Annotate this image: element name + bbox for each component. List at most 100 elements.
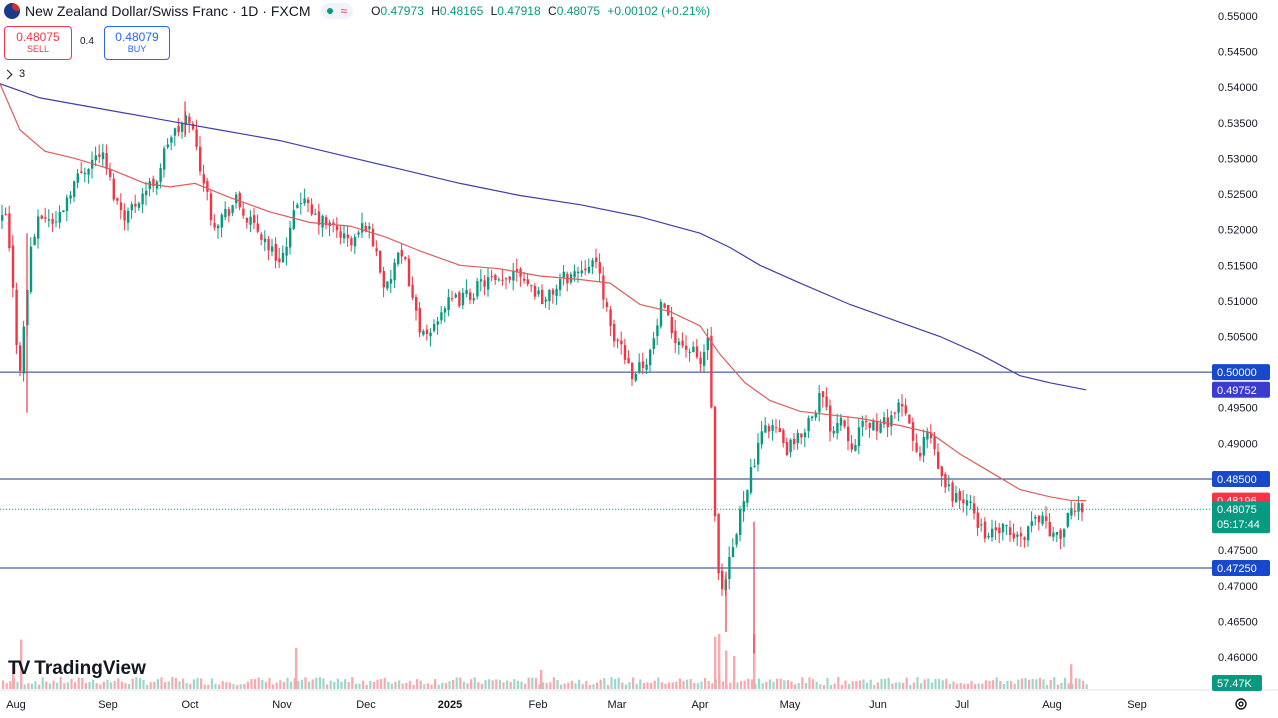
candle bbox=[1063, 529, 1066, 538]
volume-bar bbox=[711, 683, 714, 689]
candle bbox=[281, 252, 285, 263]
candle bbox=[807, 418, 810, 432]
candle bbox=[998, 527, 1001, 534]
candle bbox=[620, 340, 623, 345]
volume-bar bbox=[77, 677, 80, 689]
candle bbox=[825, 396, 828, 408]
volume-bar bbox=[372, 681, 375, 689]
volume-bar bbox=[837, 677, 840, 689]
volume-bar bbox=[956, 683, 959, 689]
current-price-tag: 0.48075 bbox=[1217, 504, 1257, 516]
volume-bar bbox=[700, 681, 703, 689]
volume-bar bbox=[1056, 684, 1059, 689]
candle bbox=[875, 421, 879, 432]
candle bbox=[850, 443, 853, 450]
ohlc-close-value: 0.48075 bbox=[556, 4, 601, 18]
volume-bar bbox=[894, 682, 897, 689]
tradingview-logo[interactable]: TV TradingView bbox=[8, 658, 146, 680]
candle bbox=[461, 292, 465, 306]
candle bbox=[656, 325, 659, 337]
volume-bar bbox=[268, 677, 271, 689]
volume-bar bbox=[668, 682, 671, 689]
volume-bar bbox=[556, 680, 559, 689]
volume-bar bbox=[1031, 678, 1034, 689]
candle bbox=[544, 299, 547, 302]
volume-bar bbox=[509, 681, 512, 689]
gear-icon[interactable] bbox=[1234, 697, 1248, 711]
candle bbox=[206, 180, 209, 192]
volume-bar bbox=[927, 678, 930, 689]
volume-bar bbox=[452, 679, 455, 689]
symbol-title[interactable]: New Zealand Dollar/Swiss Franc · 1D · FX… bbox=[25, 3, 311, 19]
indicators-toggle[interactable]: 3 bbox=[2, 68, 25, 80]
candle bbox=[267, 239, 270, 251]
candle bbox=[695, 346, 699, 358]
market-open-icon bbox=[326, 8, 333, 14]
volume-bar bbox=[858, 680, 861, 689]
candle bbox=[8, 213, 11, 249]
candle bbox=[415, 297, 418, 311]
candle bbox=[379, 250, 382, 273]
buy-button[interactable]: 0.48079 BUY bbox=[104, 26, 170, 60]
candle bbox=[537, 290, 540, 295]
candle bbox=[433, 323, 436, 331]
volume-bar bbox=[174, 678, 177, 689]
y-tick-label: 0.50500 bbox=[1218, 332, 1258, 344]
volume-bar bbox=[520, 681, 523, 689]
candle bbox=[335, 225, 339, 231]
candle bbox=[753, 466, 756, 468]
candle bbox=[19, 345, 22, 371]
candle bbox=[65, 197, 69, 212]
volume-bar bbox=[390, 683, 393, 689]
volume-bar bbox=[844, 680, 847, 689]
candle bbox=[1048, 521, 1051, 537]
candle bbox=[901, 403, 904, 407]
candle bbox=[778, 428, 781, 433]
x-tick-label: Jun bbox=[869, 699, 887, 711]
volume-bar bbox=[1067, 683, 1070, 689]
candle bbox=[73, 181, 76, 197]
candle bbox=[173, 128, 177, 136]
candle bbox=[443, 308, 447, 313]
candle bbox=[350, 238, 353, 246]
volume-bar bbox=[1085, 684, 1088, 689]
volume-bar bbox=[567, 682, 570, 689]
candle bbox=[181, 123, 184, 132]
volume-bar bbox=[941, 680, 944, 689]
candle bbox=[1041, 515, 1044, 524]
status-indicator[interactable]: ≈ bbox=[320, 3, 354, 19]
candle bbox=[717, 513, 720, 574]
volume-bar bbox=[1017, 679, 1020, 689]
y-tick-label: 0.47500 bbox=[1218, 545, 1258, 557]
wave-icon: ≈ bbox=[340, 4, 348, 18]
volume-bar bbox=[120, 681, 123, 689]
volume-bar bbox=[218, 684, 221, 689]
candle bbox=[976, 512, 979, 528]
sell-button[interactable]: 0.48075 SELL bbox=[4, 26, 72, 60]
volume-bar bbox=[945, 678, 948, 689]
volume-bar bbox=[387, 681, 390, 689]
candle bbox=[1070, 508, 1073, 516]
volume-bar bbox=[135, 677, 138, 689]
candle bbox=[368, 226, 371, 230]
volume-bar bbox=[545, 683, 548, 689]
volume-bar bbox=[880, 678, 883, 689]
candle bbox=[238, 192, 241, 208]
volume-bar bbox=[740, 681, 743, 689]
volume-bar bbox=[729, 682, 732, 689]
candle bbox=[782, 430, 785, 444]
candle bbox=[699, 357, 702, 365]
volume-bar bbox=[178, 681, 181, 689]
volume-bar bbox=[2, 680, 5, 689]
candle bbox=[843, 420, 846, 427]
volume-bar bbox=[243, 684, 246, 689]
volume-bar bbox=[210, 678, 213, 689]
volume-bar bbox=[315, 677, 318, 689]
x-tick-label: Feb bbox=[529, 699, 548, 711]
volume-bar bbox=[59, 677, 62, 689]
candle bbox=[584, 268, 587, 271]
volume-bar bbox=[239, 684, 242, 689]
candle bbox=[130, 204, 133, 211]
candle bbox=[407, 258, 411, 287]
